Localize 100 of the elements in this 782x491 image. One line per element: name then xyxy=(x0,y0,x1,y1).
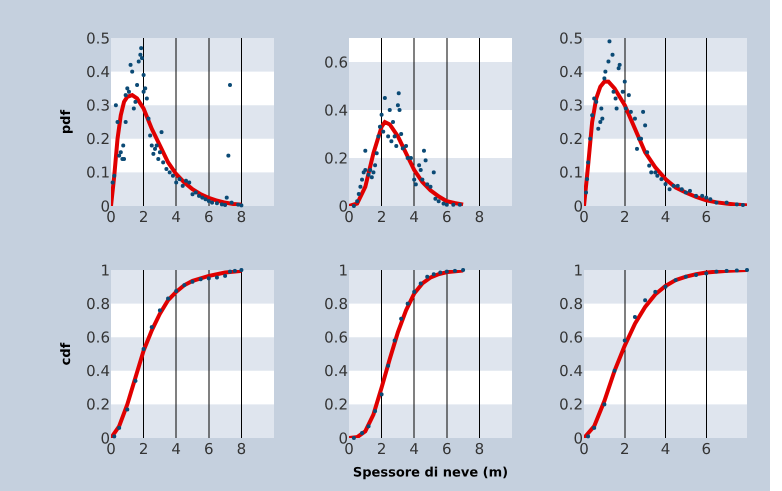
point xyxy=(146,116,150,121)
point xyxy=(399,132,404,136)
x-tick-label: 6 xyxy=(204,208,214,226)
y-tick-label: 0.1 xyxy=(559,164,583,182)
point xyxy=(168,170,172,174)
point xyxy=(674,278,678,282)
x-tick-label: 4 xyxy=(409,208,419,226)
point xyxy=(166,296,170,301)
point xyxy=(425,274,430,279)
point xyxy=(632,116,637,121)
point xyxy=(620,90,625,94)
y-tick-label: 0.6 xyxy=(86,328,110,346)
point xyxy=(206,276,211,280)
y-tick-label: 1 xyxy=(100,261,110,280)
point xyxy=(210,200,214,205)
point xyxy=(433,196,438,201)
point xyxy=(396,103,400,108)
point xyxy=(373,163,378,168)
point xyxy=(371,170,376,174)
line-series xyxy=(584,80,747,206)
x-tick-label: 4 xyxy=(171,440,181,458)
point xyxy=(438,270,442,275)
x-tick-label: 4 xyxy=(660,440,670,458)
point xyxy=(632,315,637,320)
point xyxy=(130,70,134,74)
point xyxy=(418,168,423,172)
point xyxy=(452,268,457,273)
point xyxy=(187,180,192,184)
point xyxy=(239,203,244,208)
point xyxy=(398,108,402,112)
y-tick-label: 0.2 xyxy=(559,396,583,414)
point xyxy=(588,136,592,141)
point xyxy=(135,83,140,88)
point xyxy=(161,160,166,164)
y-tick-label: 0.8 xyxy=(86,294,110,313)
point xyxy=(143,86,148,90)
y-tick-label: 0.2 xyxy=(86,130,110,148)
point xyxy=(184,178,188,183)
x-tick-label: 2 xyxy=(620,208,630,226)
point xyxy=(230,200,234,205)
point xyxy=(148,133,152,138)
point xyxy=(607,39,612,44)
point xyxy=(399,316,404,321)
point xyxy=(643,298,648,302)
point xyxy=(422,148,426,153)
point xyxy=(128,62,133,67)
y-tick-label: 0.2 xyxy=(86,396,110,414)
point xyxy=(392,134,397,138)
point xyxy=(223,274,228,278)
point xyxy=(680,187,684,192)
point xyxy=(714,270,718,274)
point xyxy=(653,290,658,294)
point xyxy=(424,158,428,162)
point xyxy=(659,177,664,182)
point xyxy=(734,268,739,272)
x-tick-label: 4 xyxy=(409,440,419,458)
y-tick-label: 1 xyxy=(573,261,583,280)
point xyxy=(388,108,392,112)
point xyxy=(366,172,371,177)
point xyxy=(614,96,618,100)
point xyxy=(414,182,418,186)
point xyxy=(598,120,602,124)
point xyxy=(672,184,676,188)
point xyxy=(117,426,122,430)
x-axis-title: Spessore di neve (m) xyxy=(352,466,508,481)
point xyxy=(224,196,229,200)
y-tick-label: 0.1 xyxy=(86,164,110,182)
y-tick-label: 0.4 xyxy=(324,362,348,380)
point xyxy=(442,202,446,206)
point xyxy=(190,192,194,196)
point xyxy=(461,268,466,272)
point xyxy=(382,96,387,100)
point xyxy=(618,62,622,67)
point xyxy=(418,281,423,286)
point xyxy=(394,144,398,148)
point xyxy=(668,187,672,192)
y-tick-label: 0.8 xyxy=(559,294,583,313)
x-tick-label: 2 xyxy=(376,208,386,226)
point xyxy=(622,338,627,343)
point xyxy=(154,144,159,148)
point xyxy=(714,200,718,205)
point xyxy=(634,146,639,151)
point xyxy=(144,96,149,100)
x-tick-label: 8 xyxy=(236,440,246,458)
y-tick-label: 0.6 xyxy=(324,53,348,72)
point xyxy=(624,106,628,111)
point xyxy=(177,177,182,182)
point xyxy=(664,182,668,186)
point xyxy=(226,154,230,158)
point xyxy=(158,150,162,154)
point xyxy=(133,100,138,104)
point xyxy=(389,139,394,144)
point xyxy=(704,196,708,200)
y-tick-label: 0.4 xyxy=(86,362,110,380)
x-tick-label: 6 xyxy=(204,440,214,458)
point xyxy=(214,276,219,280)
point xyxy=(745,268,749,272)
point xyxy=(417,163,422,168)
point xyxy=(182,283,186,288)
point xyxy=(420,178,424,182)
